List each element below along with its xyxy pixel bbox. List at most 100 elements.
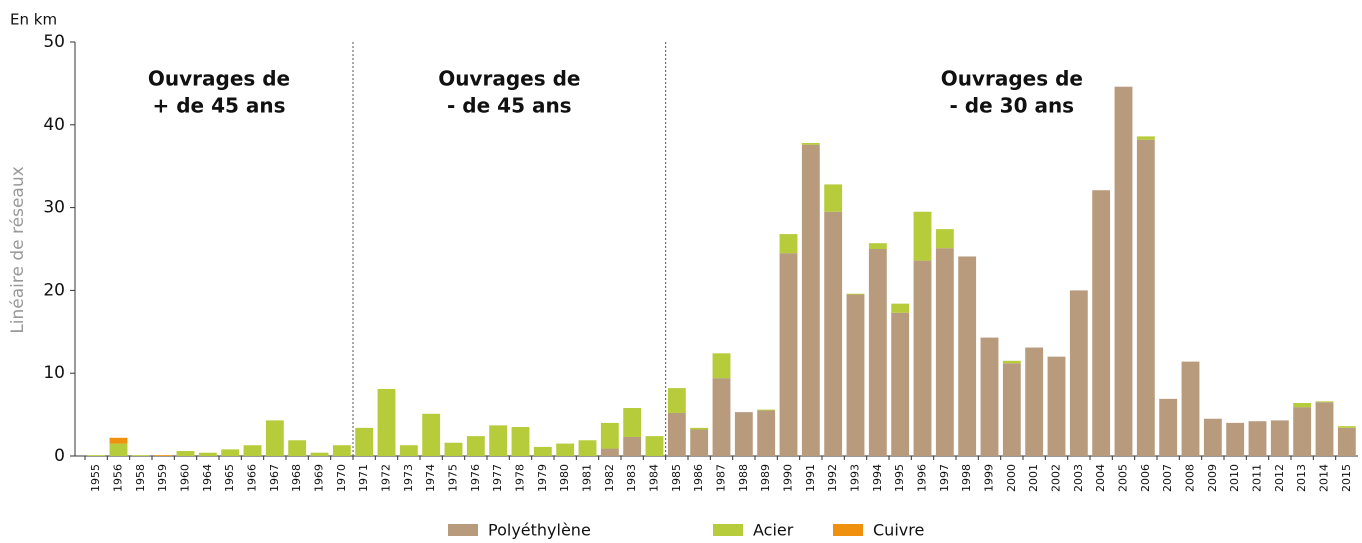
period-label: Ouvrages de (438, 67, 580, 91)
bar-segment (422, 413, 441, 456)
x-tick-label: 1969 (313, 464, 326, 492)
x-tick-label: 1976 (469, 464, 482, 492)
x-tick-label: 1960 (179, 464, 192, 492)
x-tick-label: 2002 (1050, 464, 1063, 492)
x-tick-label: 1985 (670, 464, 683, 492)
bar-segment (712, 378, 731, 456)
legend-swatch (448, 524, 478, 536)
bar-segment (198, 452, 217, 456)
x-tick-label: 1975 (447, 464, 460, 492)
bar-segment (913, 211, 932, 261)
bar-segment (1159, 398, 1178, 456)
y-tick-label: 40 (43, 115, 65, 135)
bar-segment (801, 144, 820, 456)
bar-segment (623, 407, 642, 437)
period-label: Ouvrages de (148, 67, 290, 91)
bar-segment (1002, 363, 1021, 456)
x-tick-label: 2003 (1072, 464, 1085, 492)
bar-segment (556, 443, 575, 456)
bar-segment (1226, 422, 1245, 456)
bar-segment (1136, 136, 1155, 140)
bar-segment (600, 448, 619, 456)
x-tick-label: 1974 (424, 464, 437, 492)
x-tick-label: 1979 (536, 464, 549, 492)
bar-segment (243, 445, 262, 456)
bar-segment (690, 427, 709, 430)
bar-segment (288, 440, 307, 456)
bar-segment (265, 420, 284, 456)
x-tick-label: 1973 (402, 464, 415, 492)
bar-segment (109, 443, 128, 456)
x-tick-label: 2014 (1318, 464, 1331, 492)
bar-segment (1181, 361, 1200, 456)
legend-swatch (833, 524, 863, 536)
x-tick-label: 1959 (156, 464, 169, 492)
bar-segment (1315, 402, 1334, 456)
bar-segment (1337, 427, 1356, 456)
unit-label: En km (10, 11, 57, 29)
bar-segment (1315, 401, 1334, 403)
bar-segment (801, 143, 820, 145)
bar-segment (1293, 407, 1312, 456)
bar-segment (87, 455, 106, 456)
bar-segment (958, 256, 977, 456)
x-tick-label: 1999 (983, 464, 996, 492)
x-tick-label: 1965 (223, 464, 236, 492)
x-tick-label: 2006 (1139, 464, 1152, 492)
bar-segment (667, 412, 686, 456)
period-label: - de 45 ans (447, 94, 572, 118)
y-tick-label: 50 (43, 32, 65, 52)
bar-segment (310, 452, 329, 456)
bar-segment (891, 312, 910, 456)
x-tick-label: 2007 (1161, 464, 1174, 492)
x-tick-label: 1980 (558, 464, 571, 492)
x-tick-label: 2009 (1206, 464, 1219, 492)
bar-segment (1069, 290, 1088, 456)
x-tick-label: 1972 (380, 464, 393, 492)
x-tick-label: 1998 (960, 464, 973, 492)
bar-segment (399, 445, 418, 456)
x-tick-label: 2011 (1251, 464, 1264, 492)
bar-segment (1047, 356, 1066, 456)
x-tick-label: 1984 (648, 464, 661, 492)
x-tick-label: 1987 (715, 464, 728, 492)
x-tick-label: 1992 (826, 464, 839, 492)
bar-segment (779, 253, 798, 456)
x-tick-label: 1986 (692, 464, 705, 492)
bar-segment (779, 234, 798, 254)
bar-segment (1092, 190, 1111, 456)
x-tick-label: 1990 (782, 464, 795, 492)
x-tick-label: 1991 (804, 464, 817, 492)
bar-segment (1025, 347, 1044, 456)
y-tick-label: 30 (43, 198, 65, 218)
bar-segment (578, 440, 597, 456)
y-tick-label: 10 (43, 363, 65, 383)
x-tick-label: 1956 (112, 464, 125, 492)
bar-segment (868, 249, 887, 456)
bar-segment (1203, 418, 1222, 456)
bar-segment (377, 388, 396, 456)
x-tick-label: 1996 (916, 464, 929, 492)
x-tick-label: 1971 (357, 464, 370, 492)
bar-segment (891, 303, 910, 313)
x-tick-label: 2000 (1005, 464, 1018, 492)
bar-segment (131, 455, 150, 456)
x-tick-label: 1964 (201, 464, 214, 492)
bar-segment (489, 425, 508, 456)
bar-segment (935, 248, 954, 456)
y-tick-label: 20 (43, 280, 65, 300)
bar-segment (1270, 420, 1289, 456)
bar-segment (824, 211, 843, 456)
x-tick-label: 1977 (491, 464, 504, 492)
bar-segment (1136, 139, 1155, 457)
bar-segment (980, 337, 999, 456)
bar-segment (221, 449, 240, 456)
x-tick-label: 2012 (1273, 464, 1286, 492)
x-tick-label: 1982 (603, 464, 616, 492)
legend-label: Cuivre (873, 521, 924, 540)
legend-label: Acier (753, 521, 794, 540)
x-tick-label: 1988 (737, 464, 750, 492)
period-label: Ouvrages de (941, 67, 1083, 91)
x-tick-label: 1967 (268, 464, 281, 492)
